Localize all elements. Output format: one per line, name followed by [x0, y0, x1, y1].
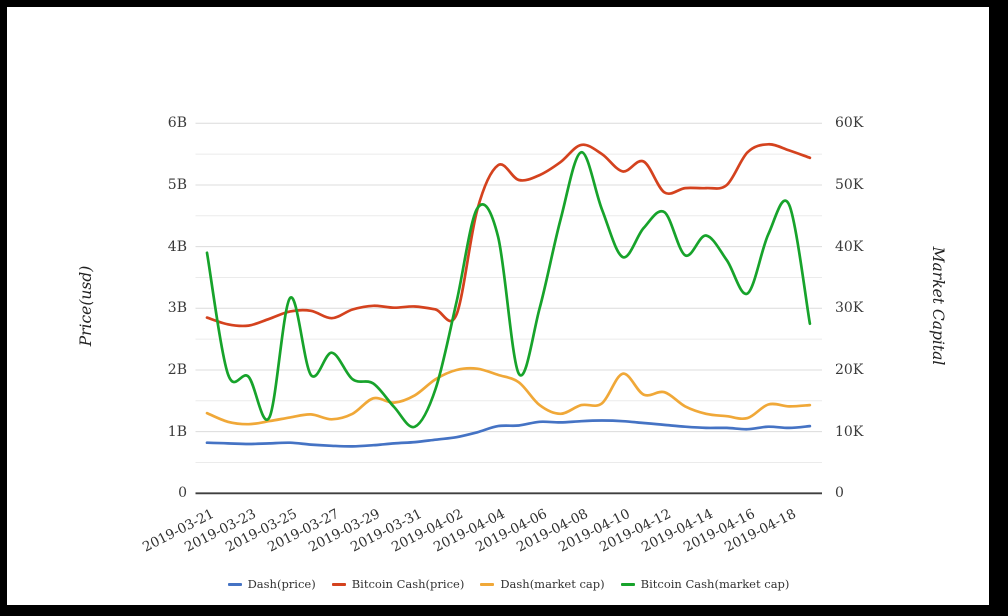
left-axis-tick: 2B	[167, 361, 187, 378]
right-axis-tick: 30K	[835, 300, 864, 317]
right-axis-tick: 60K	[835, 115, 864, 132]
legend-swatch-icon	[480, 582, 495, 586]
legend-swatch-icon	[331, 582, 346, 586]
series-line-0	[205, 419, 812, 448]
legend-item-0[interactable]: Dash(price)	[227, 577, 316, 591]
legend-swatch-icon	[620, 582, 635, 586]
series-line-2	[205, 366, 812, 426]
left-axis-tick: 3B	[167, 300, 187, 317]
left-axis-tick: 1B	[167, 423, 187, 440]
series-line-3	[205, 150, 812, 429]
legend-item-1[interactable]: Bitcoin Cash(price)	[331, 577, 465, 591]
series-line-1	[205, 142, 812, 328]
right-axis-tick: 10K	[835, 423, 864, 440]
right-axis-tick: 20K	[835, 361, 864, 378]
legend-label: Dash(price)	[247, 577, 316, 591]
legend-swatch-icon	[227, 582, 242, 586]
legend-item-2[interactable]: Dash(market cap)	[480, 577, 605, 591]
legend-label: Dash(market cap)	[500, 577, 605, 591]
left-axis-title: Price(usd)	[77, 265, 95, 347]
legend-item-3[interactable]: Bitcoin Cash(market cap)	[620, 577, 790, 591]
right-axis-tick: 50K	[835, 176, 864, 193]
right-axis-tick: 0	[835, 485, 844, 502]
legend-label: Bitcoin Cash(price)	[351, 577, 465, 591]
legend-label: Bitcoin Cash(market cap)	[640, 577, 790, 591]
left-axis-tick: 0	[178, 485, 187, 502]
left-axis-tick: 6B	[167, 115, 187, 132]
left-axis-tick: 4B	[167, 238, 187, 255]
left-axis-tick: 5B	[167, 176, 187, 193]
chart-legend: Dash(price) Bitcoin Cash(price) Dash(marke…	[195, 576, 822, 592]
right-axis-tick: 40K	[835, 238, 864, 255]
right-axis-title: Market Capital	[929, 246, 947, 366]
chart-background-panel	[7, 7, 989, 605]
